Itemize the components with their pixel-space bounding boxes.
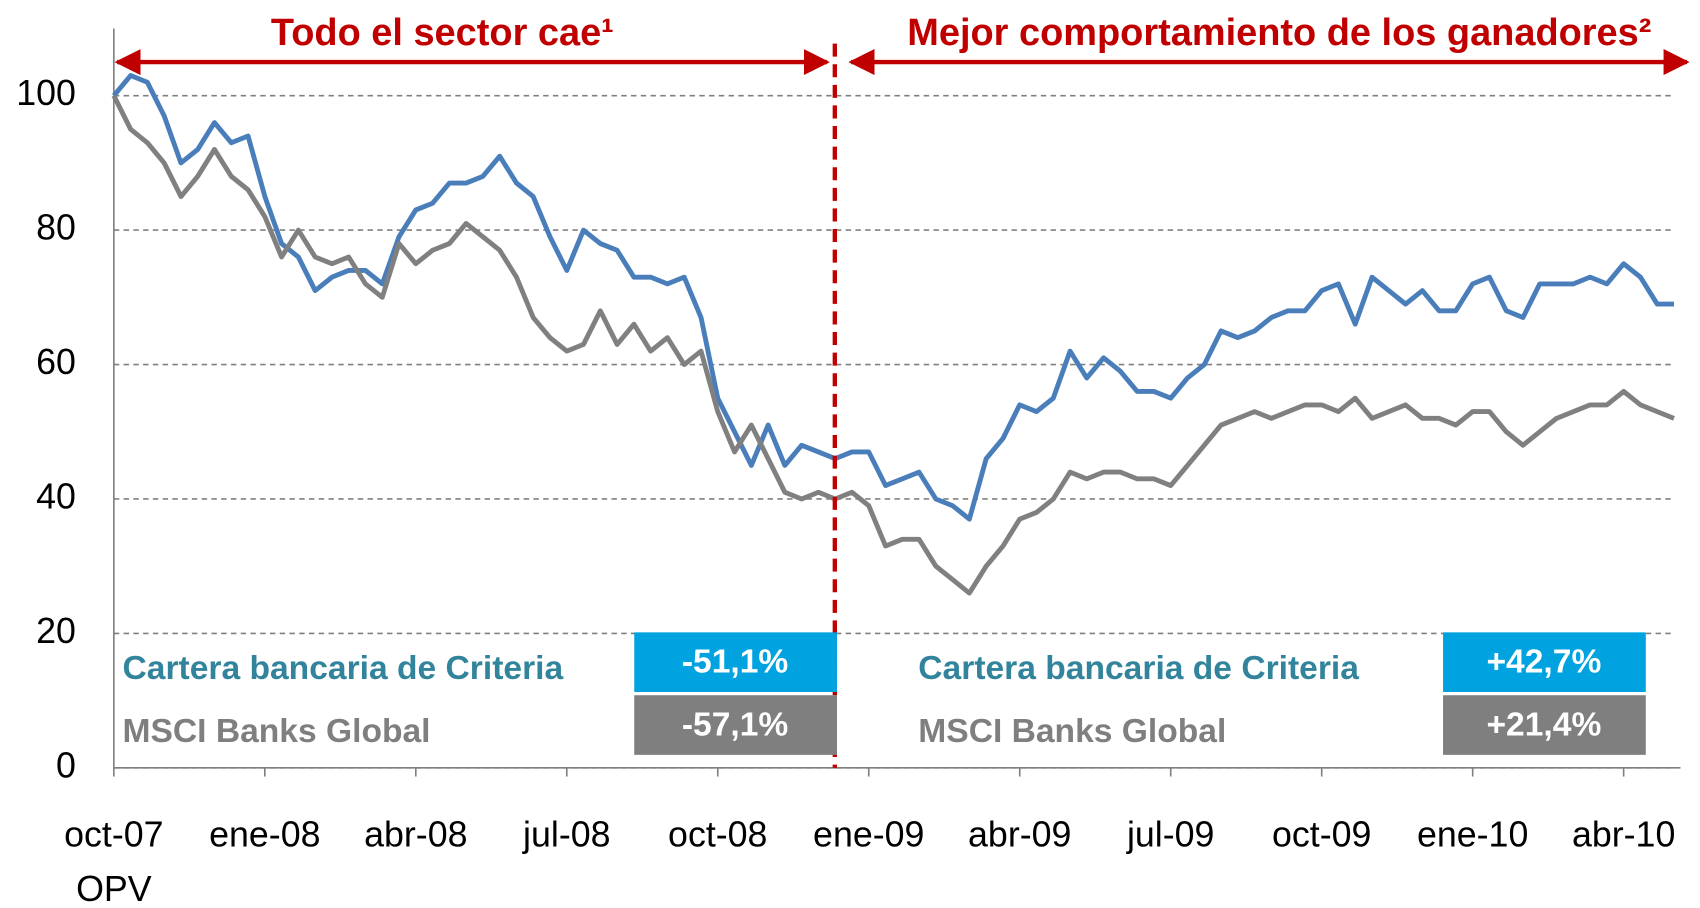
x-tick-label: jul-08 bbox=[522, 815, 610, 855]
x-tick-label: ene-10 bbox=[1417, 815, 1528, 855]
legend-label: Cartera bancaria de Criteria bbox=[918, 650, 1359, 687]
value-label: -57,1% bbox=[682, 707, 788, 744]
y-tick-label: 40 bbox=[36, 476, 76, 516]
y-tick-label: 0 bbox=[56, 745, 76, 785]
value-label: -51,1% bbox=[682, 644, 788, 681]
annotation: OPV bbox=[76, 869, 152, 908]
y-tick-label: 80 bbox=[36, 208, 76, 248]
y-tick-label: 20 bbox=[36, 611, 76, 651]
value-label: +21,4% bbox=[1486, 707, 1601, 744]
x-tick-label: oct-07 bbox=[64, 815, 163, 855]
series-line bbox=[111, 94, 1675, 596]
value-label: +42,7% bbox=[1486, 644, 1601, 681]
x-tick-label: ene-08 bbox=[209, 815, 320, 855]
y-tick-label: 60 bbox=[36, 342, 76, 382]
series-line bbox=[111, 73, 1674, 522]
value-box bbox=[634, 695, 837, 755]
x-tick-label: oct-09 bbox=[1272, 815, 1371, 855]
x-tick-label: abr-08 bbox=[364, 815, 467, 855]
legend-label: MSCI Banks Global bbox=[123, 713, 431, 750]
x-tick-label: ene-09 bbox=[813, 815, 924, 855]
x-tick-label: oct-08 bbox=[668, 815, 767, 855]
legend-label: MSCI Banks Global bbox=[918, 713, 1226, 750]
annotation: Todo el sector cae¹ bbox=[271, 12, 614, 54]
annotation: Mejor comportamiento de los ganadores² bbox=[907, 12, 1651, 54]
x-tick-label: abr-10 bbox=[1572, 815, 1675, 855]
y-tick-label: 100 bbox=[16, 73, 76, 113]
value-box bbox=[1443, 695, 1646, 755]
x-tick-label: abr-09 bbox=[968, 815, 1071, 855]
value-box bbox=[1443, 632, 1646, 692]
x-tick-label: jul-09 bbox=[1126, 815, 1214, 855]
legend-label: Cartera bancaria de Criteria bbox=[123, 650, 564, 687]
value-box bbox=[634, 632, 837, 692]
